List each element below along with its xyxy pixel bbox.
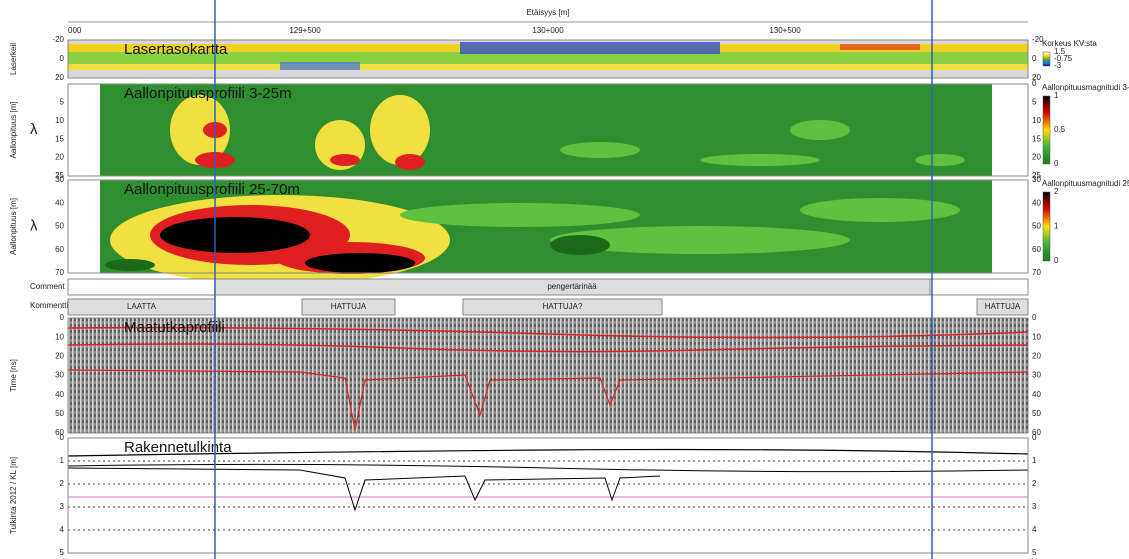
side-label: Laserkeil xyxy=(9,43,18,75)
right-tick-label: 20 xyxy=(1032,153,1041,162)
right-tick-label: 4 xyxy=(1032,525,1037,534)
heatmap-blob xyxy=(550,235,610,255)
x-tick-label: 000 xyxy=(68,26,82,35)
left-tick-label: 30 xyxy=(55,175,64,184)
right-tick-label: 10 xyxy=(1032,332,1041,341)
right-tick-label: 20 xyxy=(1032,351,1041,360)
type-item: HATTUJA xyxy=(985,302,1021,311)
laser-band xyxy=(460,42,720,54)
type-item: LAATTA xyxy=(127,302,157,311)
right-tick-label: 5 xyxy=(1032,98,1037,107)
heatmap-blob xyxy=(330,154,360,166)
laser-band xyxy=(280,62,360,70)
left-tick-label: 0 xyxy=(60,433,65,442)
type-item: HATTUJA xyxy=(331,302,367,311)
panel-title: Lasertasokartta xyxy=(124,41,228,58)
lambda-symbol: λ xyxy=(30,217,38,234)
side-label: Tulkinta 2012 / KL [m] xyxy=(9,457,18,534)
right-tick-label: 0 xyxy=(1032,54,1037,63)
row-label: Comment xyxy=(30,282,65,291)
left-tick-label: 4 xyxy=(60,525,65,534)
right-tick-label: 0 xyxy=(1032,433,1037,442)
right-tick-label: 10 xyxy=(1032,116,1041,125)
left-tick-label: 30 xyxy=(55,371,64,380)
panel-title: Aallonpituusprofiili 3-25m xyxy=(124,85,292,102)
lambda-symbol: λ xyxy=(30,121,38,138)
laser-band xyxy=(840,44,920,50)
comment-text: pengertärinää xyxy=(547,282,597,291)
legend-label: -3 xyxy=(1054,61,1062,70)
left-tick-label: 50 xyxy=(55,409,64,418)
left-tick-label: 40 xyxy=(55,198,64,207)
legend-label: 0 xyxy=(1054,256,1059,265)
legend-label: 1 xyxy=(1054,222,1059,231)
right-tick-label: 0 xyxy=(1032,79,1037,88)
left-tick-label: 2 xyxy=(60,479,65,488)
right-tick-label: 70 xyxy=(1032,268,1041,277)
legend-bar xyxy=(1043,52,1050,66)
heatmap-blob xyxy=(560,142,640,158)
left-tick-label: 60 xyxy=(55,245,64,254)
left-tick-label: 70 xyxy=(55,268,64,277)
right-tick-label: 0 xyxy=(1032,313,1037,322)
right-tick-label: 5 xyxy=(1032,548,1037,557)
right-tick-label: 30 xyxy=(1032,175,1041,184)
laser-band xyxy=(68,64,1028,70)
right-tick-label: 50 xyxy=(1032,409,1041,418)
right-tick-label: 1 xyxy=(1032,456,1037,465)
left-tick-label: 10 xyxy=(55,332,64,341)
left-tick-label: 10 xyxy=(55,116,64,125)
heatmap-blob xyxy=(800,198,960,222)
heatmap-blob xyxy=(305,253,415,273)
left-tick-label: 1 xyxy=(60,456,65,465)
right-tick-label: 15 xyxy=(1032,134,1041,143)
legend-label: 0 xyxy=(1054,159,1059,168)
panel-title: Rakennetulkinta xyxy=(124,439,232,456)
left-tick-label: 0 xyxy=(60,54,65,63)
heatmap-blob xyxy=(370,95,430,165)
heatmap-blob xyxy=(915,154,965,166)
profile-view: Etäisyys [m] 000129+500130+000130+500Com… xyxy=(0,0,1129,559)
side-label: Aallonpituus [m] xyxy=(9,102,18,159)
left-tick-label: 20 xyxy=(55,351,64,360)
left-tick-label: 5 xyxy=(60,548,65,557)
left-tick-label: 50 xyxy=(55,222,64,231)
heatmap-blob xyxy=(105,259,155,271)
right-tick-label: 30 xyxy=(1032,371,1041,380)
right-tick-label: 50 xyxy=(1032,222,1041,231)
x-tick-label: 130+500 xyxy=(769,26,801,35)
legend-label: 0.5 xyxy=(1054,125,1066,134)
legend-label: 1 xyxy=(1054,91,1059,100)
left-tick-label: 0 xyxy=(60,313,65,322)
right-tick-label: 2 xyxy=(1032,479,1037,488)
left-tick-label: -20 xyxy=(52,35,64,44)
type-item: HATTUJA? xyxy=(543,302,583,311)
panel-title: Maatutkaprofiili xyxy=(124,319,225,336)
legend-bar xyxy=(1043,192,1050,261)
heatmap-blob xyxy=(700,154,820,166)
right-tick-label: 3 xyxy=(1032,502,1037,511)
left-tick-label: 5 xyxy=(60,98,65,107)
left-tick-label: 20 xyxy=(55,153,64,162)
x-tick-label: 130+000 xyxy=(532,26,564,35)
right-tick-label: 40 xyxy=(1032,390,1041,399)
heatmap-blob xyxy=(395,154,425,170)
left-tick-label: 15 xyxy=(55,134,64,143)
x-tick-label: 129+500 xyxy=(289,26,321,35)
legend-label: 2 xyxy=(1054,187,1059,196)
left-tick-label: 40 xyxy=(55,390,64,399)
legend-bar xyxy=(1043,96,1050,164)
legend-title: Korkeus KV:sta xyxy=(1042,39,1097,48)
side-label: Time [ns] xyxy=(9,359,18,392)
left-tick-label: 3 xyxy=(60,502,65,511)
heatmap-blob xyxy=(400,203,640,227)
side-label: Aallonpituus [m] xyxy=(9,198,18,255)
left-tick-label: 20 xyxy=(55,73,64,82)
panel-title: Aallonpituusprofiili 25-70m xyxy=(124,181,300,198)
heatmap-blob xyxy=(160,217,310,253)
right-tick-label: 40 xyxy=(1032,198,1041,207)
heatmap-blob xyxy=(790,120,850,140)
x-axis-label: Etäisyys [m] xyxy=(526,8,569,17)
right-tick-label: 60 xyxy=(1032,245,1041,254)
